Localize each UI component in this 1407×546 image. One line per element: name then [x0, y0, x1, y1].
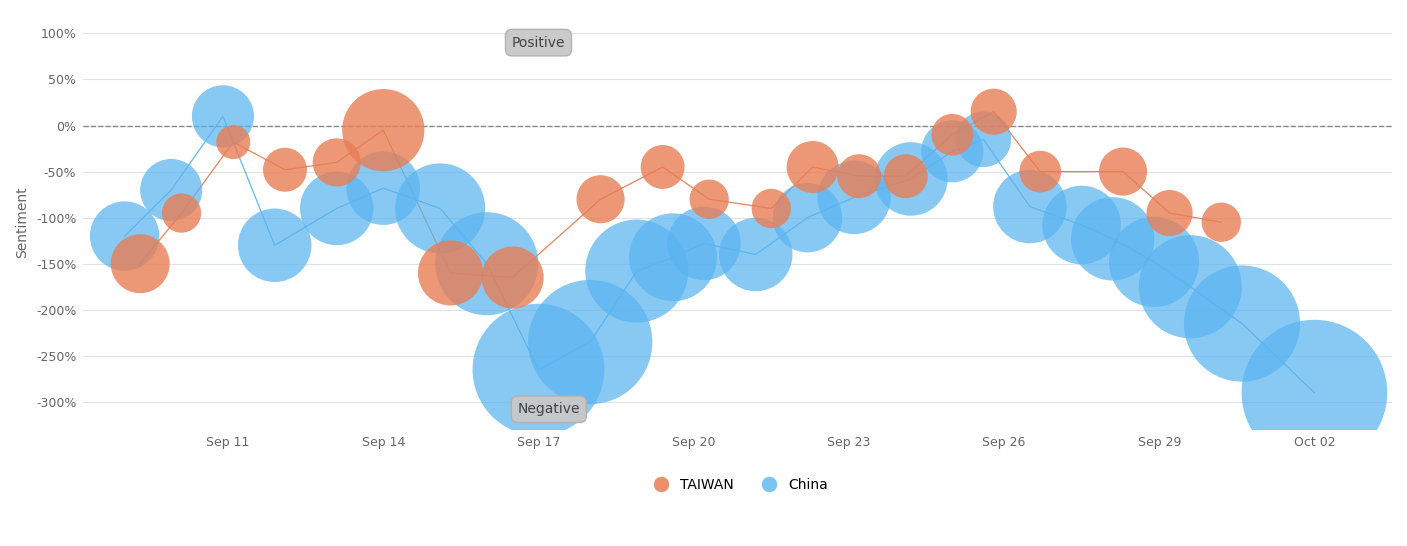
Point	[325, 158, 348, 167]
Point	[160, 186, 183, 194]
Point	[1102, 234, 1124, 243]
Point	[1019, 202, 1041, 211]
Point	[578, 337, 601, 346]
Point	[1231, 319, 1254, 328]
Point	[1142, 258, 1165, 266]
Point	[941, 130, 964, 139]
Point	[941, 147, 964, 156]
Point	[170, 209, 193, 217]
Point	[698, 195, 720, 204]
Point	[899, 175, 922, 183]
Point	[528, 365, 550, 374]
Point	[211, 112, 234, 121]
Point	[1179, 282, 1202, 291]
Point	[1158, 209, 1180, 217]
Point	[982, 108, 1005, 116]
Point	[661, 253, 684, 262]
Point	[626, 266, 649, 275]
Point	[129, 259, 152, 268]
Point	[439, 269, 461, 277]
Point	[972, 135, 995, 144]
Legend: TAIWAN, China: TAIWAN, China	[642, 472, 834, 497]
Point	[895, 172, 917, 181]
Text: Negative: Negative	[518, 402, 580, 416]
Point	[371, 126, 394, 134]
Point	[114, 232, 136, 240]
Point	[1112, 167, 1134, 176]
Point	[848, 172, 871, 181]
Point	[1210, 218, 1233, 227]
Point	[843, 193, 865, 202]
Point	[371, 184, 394, 193]
Point	[744, 250, 767, 259]
Point	[760, 204, 782, 213]
Point	[222, 138, 245, 146]
Point	[692, 239, 715, 248]
Text: Positive: Positive	[512, 35, 566, 50]
Point	[263, 241, 286, 250]
Point	[325, 204, 348, 213]
Point	[476, 259, 498, 268]
Point	[1071, 221, 1093, 229]
Point	[802, 163, 825, 171]
Point	[429, 204, 452, 213]
Point	[1303, 388, 1325, 397]
Point	[590, 195, 612, 204]
Point	[796, 213, 819, 222]
Point	[1029, 167, 1051, 176]
Point	[501, 273, 523, 282]
Point	[274, 165, 297, 174]
Y-axis label: Sentiment: Sentiment	[15, 186, 30, 258]
Point	[651, 163, 674, 171]
